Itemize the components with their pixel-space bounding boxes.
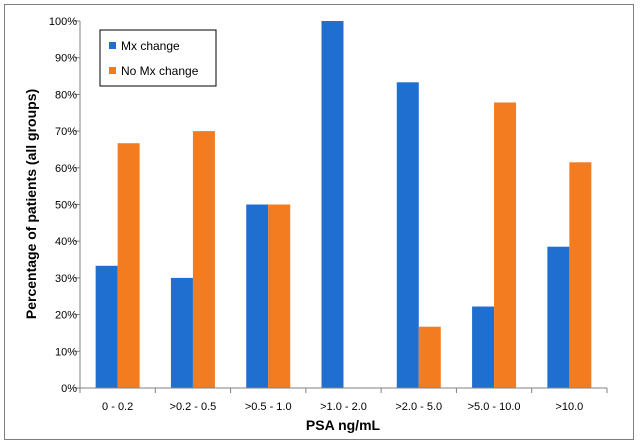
bar-mx-change: [321, 21, 344, 388]
bar-mx-change: [246, 204, 269, 388]
x-tick-label: >1.0 - 2.0: [320, 401, 367, 413]
y-tick-label: 80%: [55, 89, 77, 101]
y-tick-label: 20%: [55, 310, 77, 322]
bar-no-mx-change: [268, 204, 291, 388]
bar-mx-change: [547, 246, 570, 388]
bar-no-mx-change: [494, 102, 517, 388]
x-tick-label: >2.0 - 5.0: [395, 401, 442, 413]
y-tick-label: 0%: [61, 383, 77, 395]
y-axis-title: Percentage of patients (all groups): [23, 89, 39, 319]
bar-mx-change: [396, 82, 419, 388]
bar-no-mx-change: [117, 143, 140, 388]
bar-no-mx-change: [418, 326, 441, 388]
x-tick-label: 0 - 0.2: [102, 401, 133, 413]
y-tick-label: 40%: [55, 236, 77, 248]
bar-no-mx-change: [569, 162, 592, 388]
y-tick-label: 30%: [55, 273, 77, 285]
bar-mx-change: [170, 277, 193, 388]
y-tick-label: 100%: [49, 16, 77, 28]
x-tick-label: >0.2 - 0.5: [170, 401, 217, 413]
legend-swatch-mx-change: [109, 42, 116, 49]
y-tick-label: 60%: [55, 163, 77, 175]
x-tick-label: >5.0 - 10.0: [468, 401, 521, 413]
y-tick-label: 50%: [55, 200, 77, 212]
x-tick-label: >0.5 - 1.0: [245, 401, 292, 413]
legend-label-no-mx-change: No Mx change: [121, 64, 199, 78]
x-tick-label: >10.0: [555, 401, 583, 413]
axes: [79, 21, 607, 389]
bar-no-mx-change: [192, 131, 215, 388]
bar-mx-change: [472, 306, 495, 388]
bar-chart: 0% 10% 20% 30% 40% 50% 60% 70% 80% 90% 100% 0 - 0.…: [23, 16, 608, 433]
chart-frame: 0% 10% 20% 30% 40% 50% 60% 70% 80% 90% 100% 0 - 0.…: [4, 4, 634, 440]
y-tick-label: 90%: [55, 53, 77, 65]
y-tick-label: 70%: [55, 126, 77, 138]
legend-box: [99, 29, 217, 87]
legend-label-mx-change: Mx change: [121, 39, 180, 53]
bar-mx-change: [95, 265, 118, 388]
x-axis-title: PSA ng/mL: [306, 417, 381, 433]
bars: [95, 21, 592, 388]
legend: Mx change No Mx change: [99, 29, 217, 87]
y-tick-label: 10%: [55, 346, 77, 358]
legend-swatch-no-mx-change: [109, 67, 116, 74]
x-axis-ticks: 0 - 0.2 >0.2 - 0.5 >0.5 - 1.0 >1.0 - 2.0 >2.…: [79, 388, 608, 413]
y-axis-ticks: 0% 10% 20% 30% 40% 50% 60% 70% 80% 90% 100%: [49, 16, 80, 395]
